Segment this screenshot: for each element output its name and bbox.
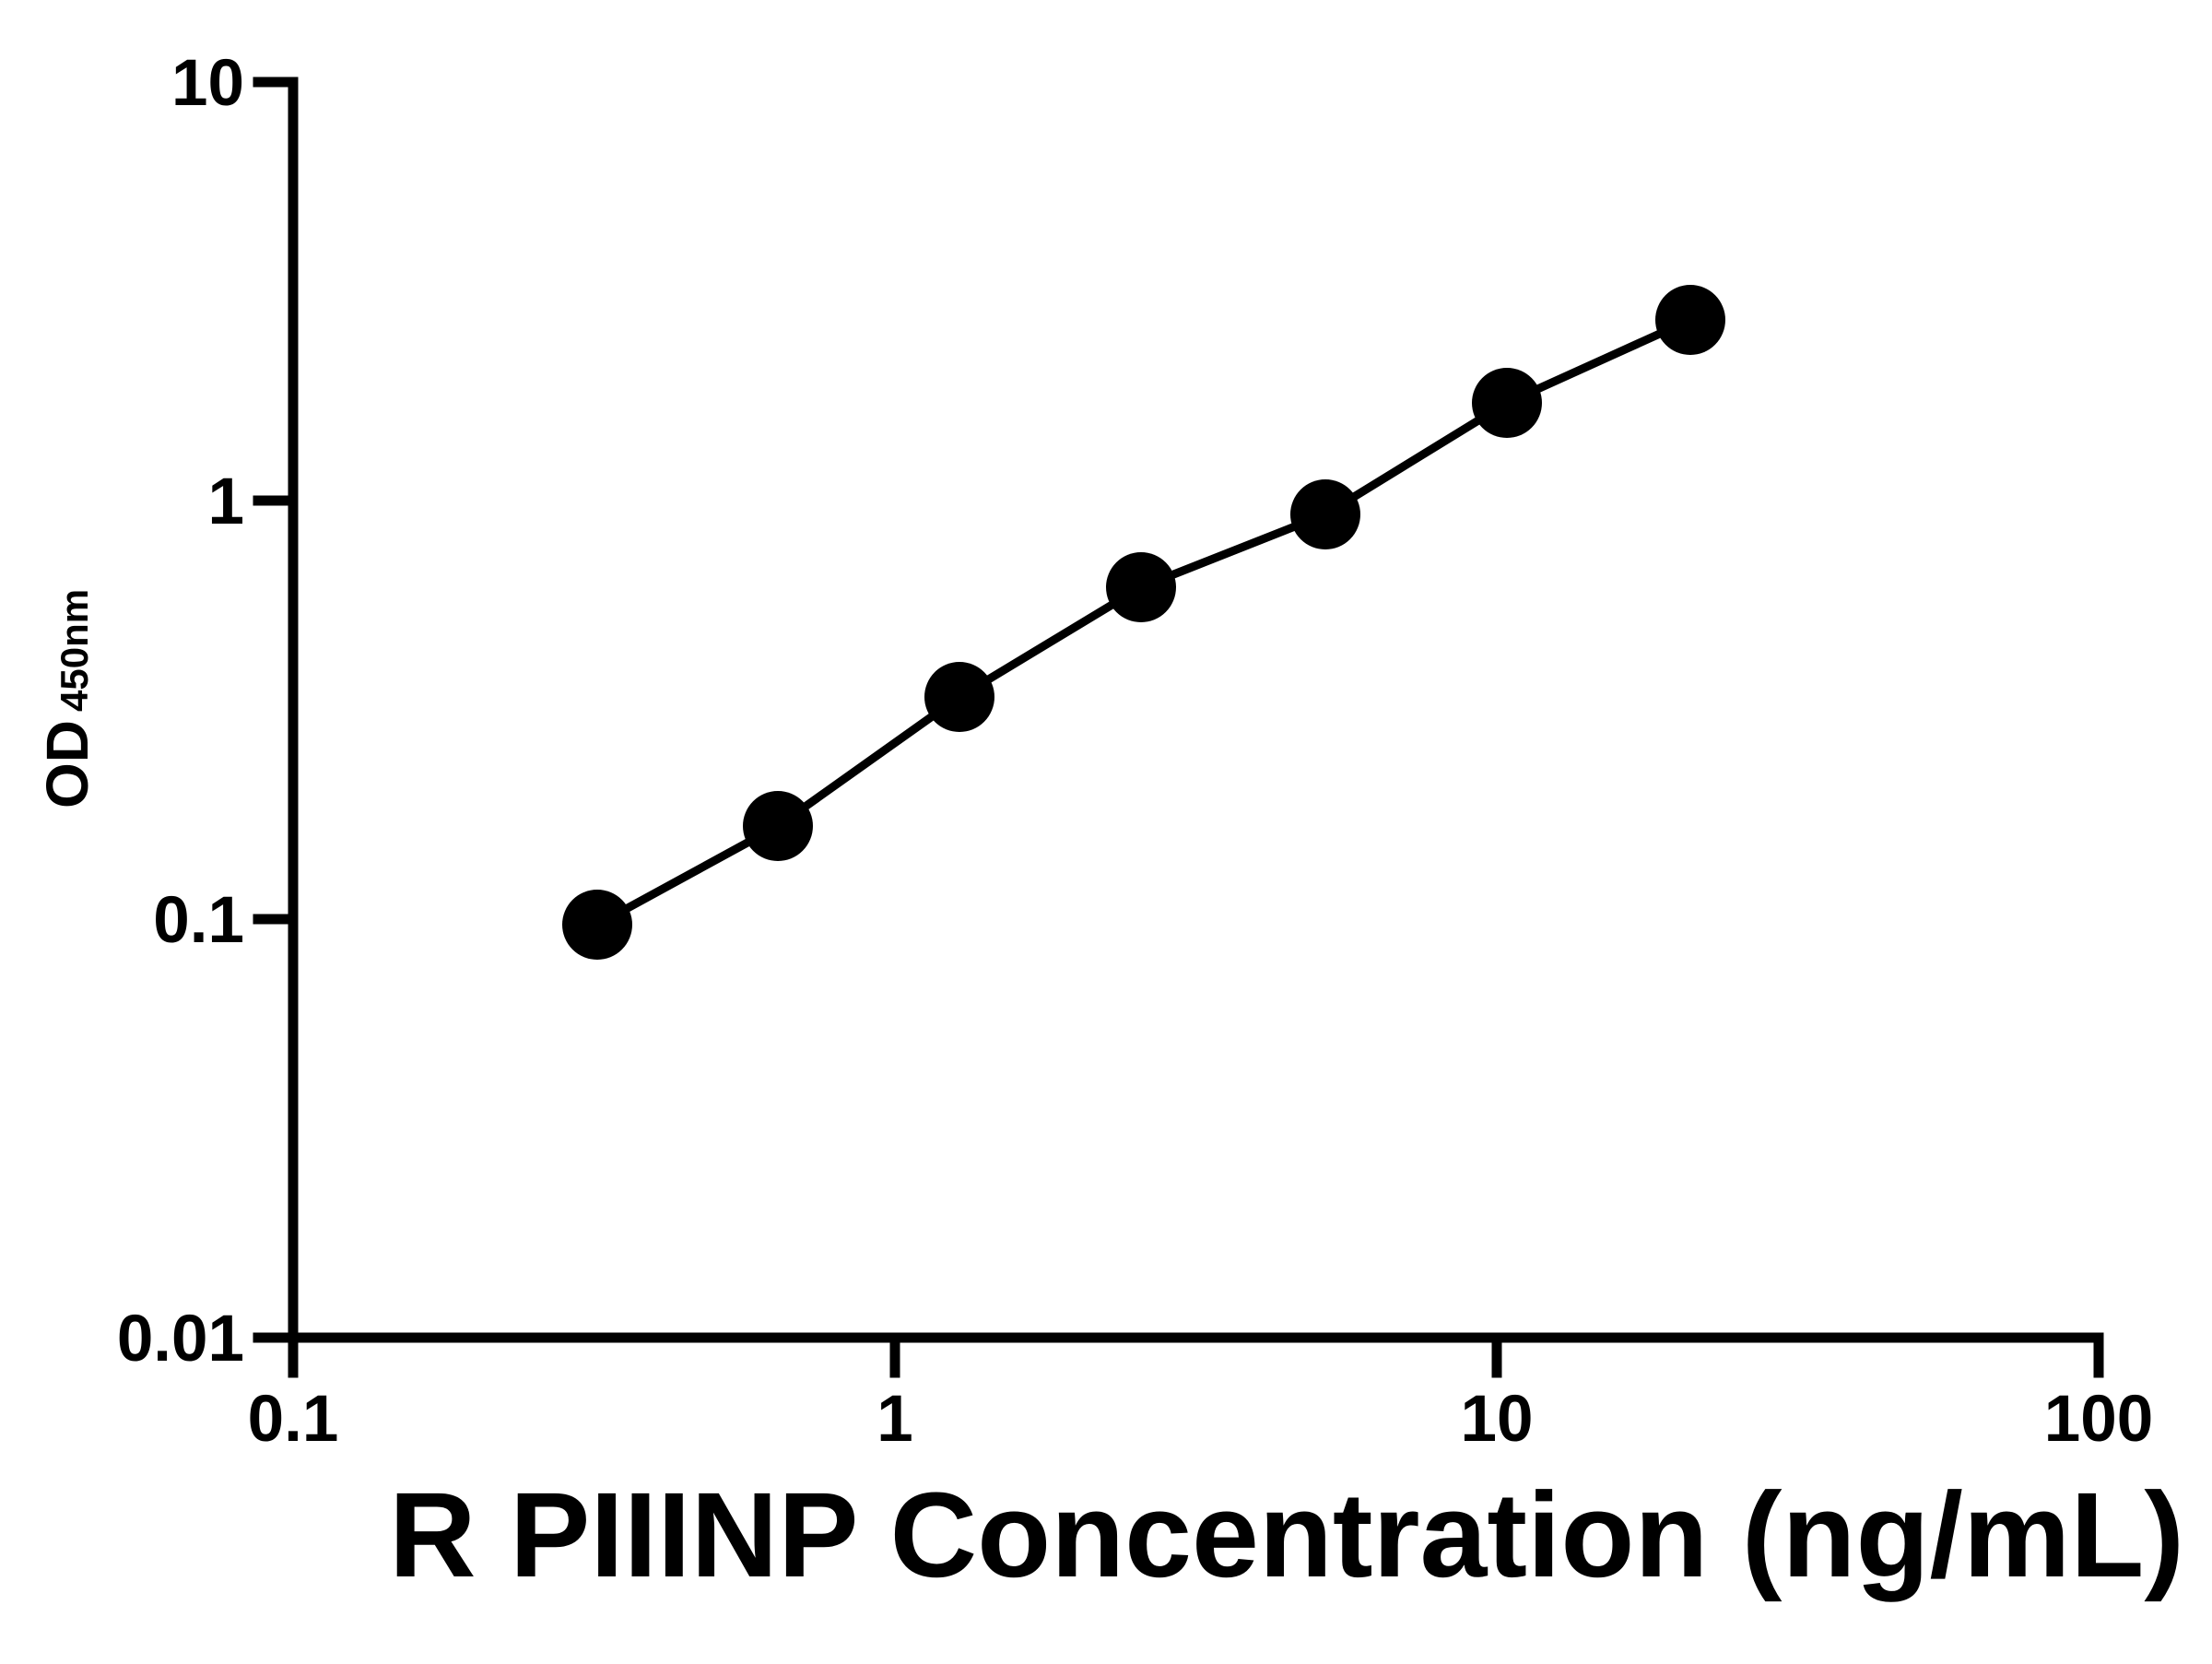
svg-text:0.1: 0.1	[248, 1383, 339, 1456]
svg-text:1: 1	[208, 466, 245, 538]
svg-text:10: 10	[1461, 1383, 1534, 1456]
svg-text:R PIIINP Concentration (ng/mL): R PIIINP Concentration (ng/mL)	[389, 1467, 2184, 1602]
svg-text:0.01: 0.01	[117, 1303, 244, 1375]
svg-text:100: 100	[2044, 1383, 2153, 1456]
svg-text:1: 1	[877, 1383, 913, 1456]
svg-text:450nm: 450nm	[53, 589, 96, 712]
svg-text:OD: OD	[34, 720, 100, 808]
svg-text:10: 10	[171, 47, 244, 120]
svg-text:0.1: 0.1	[153, 884, 244, 957]
